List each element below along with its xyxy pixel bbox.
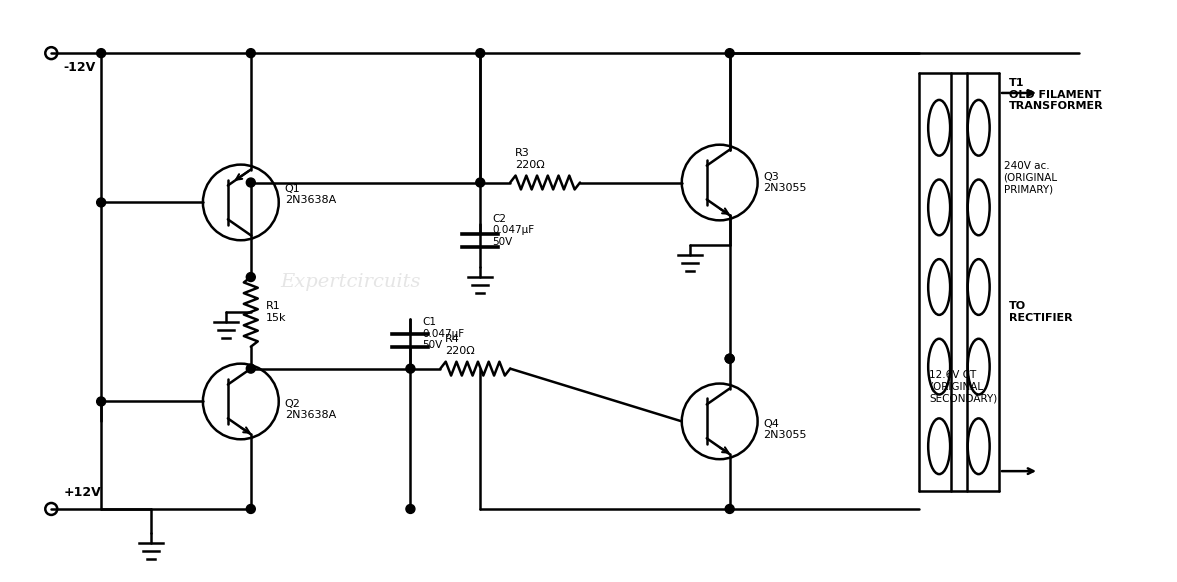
Text: T1
OLD FILAMENT
TRANSFORMER: T1 OLD FILAMENT TRANSFORMER [1009, 78, 1104, 111]
Circle shape [406, 505, 415, 513]
Text: R4
220Ω: R4 220Ω [445, 334, 476, 356]
Text: C2
0.047μF
50V: C2 0.047μF 50V [492, 214, 534, 247]
Circle shape [246, 364, 255, 373]
Text: R1
15k: R1 15k [266, 301, 286, 322]
Circle shape [97, 198, 106, 207]
Text: Q1
2N3638A: Q1 2N3638A [285, 184, 335, 205]
Text: TO
RECTIFIER: TO RECTIFIER [1009, 301, 1072, 322]
Circle shape [725, 354, 734, 363]
Circle shape [246, 505, 255, 513]
Circle shape [406, 364, 415, 373]
Circle shape [725, 354, 734, 363]
Circle shape [476, 178, 485, 187]
Text: 12.6V CT
(ORIGINAL
SECONDARY): 12.6V CT (ORIGINAL SECONDARY) [929, 370, 997, 403]
Circle shape [97, 397, 106, 406]
Text: R3
220Ω: R3 220Ω [516, 148, 545, 169]
Circle shape [97, 49, 106, 58]
Circle shape [246, 272, 255, 282]
Text: C1
0.047μF
50V: C1 0.047μF 50V [423, 317, 465, 350]
Text: Expertcircuits: Expertcircuits [280, 273, 421, 291]
Text: -12V: -12V [64, 61, 95, 74]
Text: Q2
2N3638A: Q2 2N3638A [285, 399, 335, 420]
Text: +12V: +12V [64, 486, 101, 499]
Text: Q4
2N3055: Q4 2N3055 [764, 418, 807, 440]
Circle shape [725, 505, 734, 513]
Text: 240V ac.
(ORIGINAL
PRIMARY): 240V ac. (ORIGINAL PRIMARY) [1004, 161, 1058, 194]
Circle shape [725, 49, 734, 58]
Circle shape [476, 49, 485, 58]
Text: Q3
2N3055: Q3 2N3055 [764, 172, 807, 193]
Circle shape [246, 49, 255, 58]
Circle shape [246, 178, 255, 187]
